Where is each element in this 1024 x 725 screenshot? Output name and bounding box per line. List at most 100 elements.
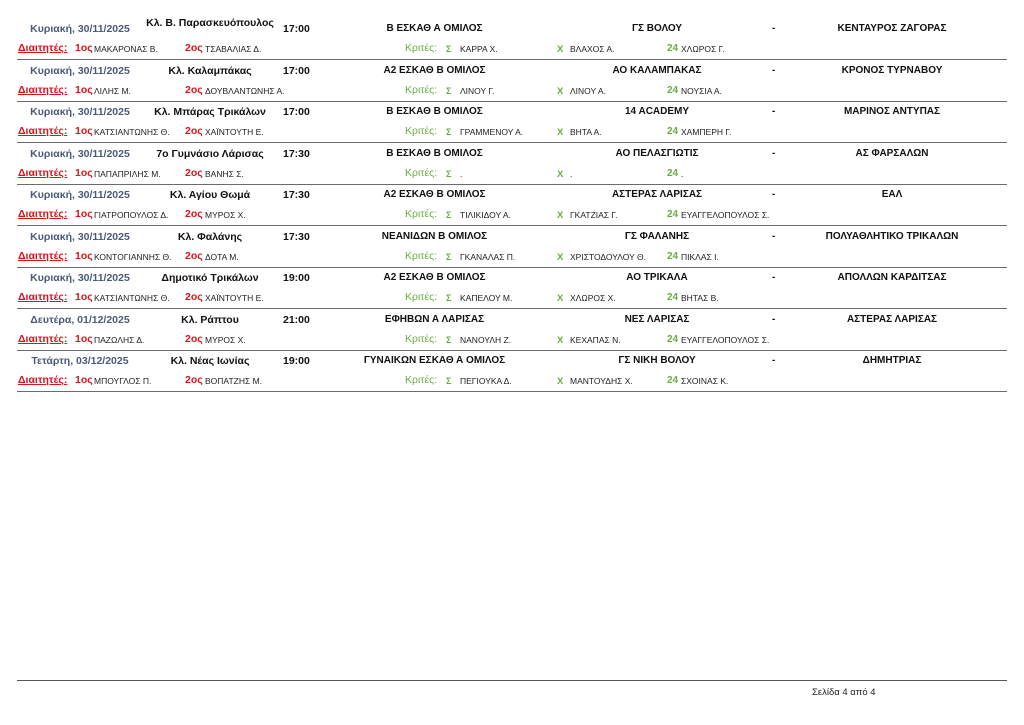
scorer-name: ΓΡΑΜΜΕΝΟΥ Α. xyxy=(460,127,524,137)
score-separator: - xyxy=(772,230,776,242)
match-date: Κυριακή, 30/11/2025 xyxy=(30,23,130,35)
timer-label: Χ xyxy=(557,251,564,263)
match-time: 21:00 xyxy=(283,313,310,326)
judges-label: Κριτές: xyxy=(405,374,438,386)
timer-name: ΛΙΝΟΥ Α. xyxy=(570,85,606,96)
timer-label: Χ xyxy=(557,127,564,138)
shot-clock-name: ΕΥΑΓΓΕΛΟΠΟΥΛΟΣ Σ. xyxy=(681,334,770,345)
score-separator: - xyxy=(772,106,776,117)
second-referee-label: 2ος xyxy=(185,332,203,345)
away-team: ΕΑΛ xyxy=(881,189,903,200)
venue: Κλ. Β. Παρασκευόπουλος xyxy=(146,17,274,29)
match-date: Κυριακή, 30/11/2025 xyxy=(30,147,130,160)
referees-label: Διαιτητές: xyxy=(18,374,68,386)
match-date: Δευτέρα, 01/12/2025 xyxy=(30,313,130,326)
shot-clock-name: ΕΥΑΓΓΕΛΟΠΟΥΛΟΣ Σ. xyxy=(681,210,770,220)
match-time: 19:00 xyxy=(283,355,310,367)
timer-name: . xyxy=(570,168,573,179)
scorer-label: Σ xyxy=(446,376,452,386)
shot-clock-label: 24 xyxy=(667,126,679,137)
timer-label: Χ xyxy=(557,168,564,180)
match-row: Κυριακή, 30/11/2025 Κλ. Μπάρας Τρικάλων 17… xyxy=(17,101,1007,143)
second-referee-name: ΔΟΥΒΛΑΝΤΩΝΗΣ Α. xyxy=(205,85,285,96)
away-team: ΑΣ ΦΑΡΣΑΛΩΝ xyxy=(855,147,929,159)
scorer-name: . xyxy=(460,168,463,179)
referees-label: Διαιτητές: xyxy=(18,249,68,262)
score-separator: - xyxy=(772,23,776,34)
match-row: Κυριακή, 30/11/2025 Κλ. Φαλάνης 17:30 ΝΕΑΝΙ… xyxy=(17,226,1007,268)
timer-name: ΓΚΑΤΖΙΑΣ Γ. xyxy=(570,210,618,220)
referees-label: Διαιτητές: xyxy=(18,208,68,220)
second-referee-name: ΤΣΑΒΑΛΙΑΣ Δ. xyxy=(205,44,262,54)
second-referee-name: ΔΟΤΑ Μ. xyxy=(205,251,239,262)
shot-clock-label: 24 xyxy=(667,292,679,303)
first-referee-name: ΜΑΚΑΡΟΝΑΣ Β. xyxy=(94,44,158,54)
home-team: ΑΟ ΤΡΙΚΑΛΑ xyxy=(626,272,688,283)
match-row: Κυριακή, 30/11/2025 Κλ. Β. Παρασκευόπουλο… xyxy=(17,17,1007,60)
first-referee-label: 1ος xyxy=(75,249,93,262)
category: Α2 ΕΣΚΑΘ Β ΟΜΙΛΟΣ xyxy=(383,64,486,76)
scorer-name: ΓΚΑΝΑΛΑΣ Π. xyxy=(460,251,516,262)
second-referee-name: ΒΟΠΑΤΖΗΣ Μ. xyxy=(205,376,263,386)
shot-clock-name: ΝΟΥΣΙΑ Α. xyxy=(681,85,722,96)
first-referee-name: ΚΑΤΣΙΑΝΤΩΝΗΣ Θ. xyxy=(94,293,170,303)
match-time: 17:30 xyxy=(283,230,310,243)
second-referee-label: 2ος xyxy=(185,249,203,262)
match-date: Κυριακή, 30/11/2025 xyxy=(30,64,130,77)
home-team: ΝΕΣ ΛΑΡΙΣΑΣ xyxy=(624,313,690,325)
shot-clock-label: 24 xyxy=(667,209,679,220)
shot-clock-name: ΒΗΤΑΣ Β. xyxy=(681,293,719,303)
second-referee-label: 2ος xyxy=(185,208,203,220)
first-referee-name: ΜΠΟΥΓΛΟΣ Π. xyxy=(94,376,152,386)
first-referee-label: 1ος xyxy=(75,83,93,96)
first-referee-name: ΚΟΝΤΟΓΙΑΝΝΗΣ Θ. xyxy=(94,251,172,262)
match-time: 17:00 xyxy=(283,106,310,118)
home-team: ΑΟ ΚΑΛΑΜΠΑΚΑΣ xyxy=(612,64,702,76)
shot-clock-label: 24 xyxy=(667,250,679,262)
first-referee-label: 1ος xyxy=(75,208,93,220)
second-referee-name: ΧΑΪΝΤΟΥΤΗ Ε. xyxy=(205,127,264,137)
home-team: ΓΣ ΦΑΛΑΝΗΣ xyxy=(624,230,690,242)
timer-label: Χ xyxy=(557,293,564,304)
timer-name: ΧΛΩΡΟΣ Χ. xyxy=(570,293,616,303)
category: Β ΕΣΚΑΘ Α ΟΜΙΛΟΣ xyxy=(386,23,483,34)
match-row: Κυριακή, 30/11/2025 Κλ. Καλαμπάκας 17:00 Α2… xyxy=(17,60,1007,102)
judges-label: Κριτές: xyxy=(405,332,438,345)
venue: Κλ. Μπάρας Τρικάλων xyxy=(154,106,266,118)
match-row: Κυριακή, 30/11/2025 Δημοτικό Τρικάλων 19:0… xyxy=(17,267,1007,309)
second-referee-label: 2ος xyxy=(185,42,203,54)
second-referee-name: ΒΑΝΗΣ Σ. xyxy=(205,168,244,179)
timer-name: ΧΡΙΣΤΟΔΟΥΛΟΥ Θ. xyxy=(570,251,646,262)
judges-label: Κριτές: xyxy=(405,249,438,262)
score-separator: - xyxy=(772,64,776,76)
scorer-label: Σ xyxy=(446,251,452,262)
second-referee-name: ΜΥΡΟΣ Χ. xyxy=(205,334,246,345)
venue: Κλ. Αγίου Θωμά xyxy=(169,189,251,201)
match-time: 17:30 xyxy=(283,147,310,160)
scorer-label: Σ xyxy=(446,85,452,96)
shot-clock-label: 24 xyxy=(667,43,679,54)
timer-label: Χ xyxy=(557,85,564,97)
scorer-name: ΤΙΛΙΚΙΔΟΥ Α. xyxy=(460,210,511,220)
match-time: 19:00 xyxy=(283,272,310,284)
scorer-name: ΝΑΝΟΥΛΗ Ζ. xyxy=(460,334,512,345)
second-referee-label: 2ος xyxy=(185,83,203,96)
judges-label: Κριτές: xyxy=(405,291,438,303)
shot-clock-name: ΧΛΩΡΟΣ Γ. xyxy=(681,44,725,54)
scorer-label: Σ xyxy=(446,293,452,303)
category: ΕΦΗΒΩΝ Α ΛΑΡΙΣΑΣ xyxy=(384,313,485,325)
referees-label: Διαιτητές: xyxy=(18,42,68,54)
match-time: 17:00 xyxy=(283,23,310,35)
first-referee-label: 1ος xyxy=(75,374,93,386)
second-referee-label: 2ος xyxy=(185,166,203,179)
judges-label: Κριτές: xyxy=(405,125,438,137)
scorer-label: Σ xyxy=(446,44,452,54)
match-time: 17:30 xyxy=(283,189,310,201)
home-team: ΑΟ ΠΕΛΑΣΓΙΩΤΙΣ xyxy=(615,147,699,159)
first-referee-label: 1ος xyxy=(75,125,93,137)
score-separator: - xyxy=(772,189,776,200)
away-team: ΠΟΛΥΑΘΛΗΤΙΚΟ ΤΡΙΚΑΛΩΝ xyxy=(825,230,959,242)
match-date: Κυριακή, 30/11/2025 xyxy=(30,230,130,243)
judges-label: Κριτές: xyxy=(405,166,438,179)
venue: Κλ. Καλαμπάκας xyxy=(168,64,252,77)
